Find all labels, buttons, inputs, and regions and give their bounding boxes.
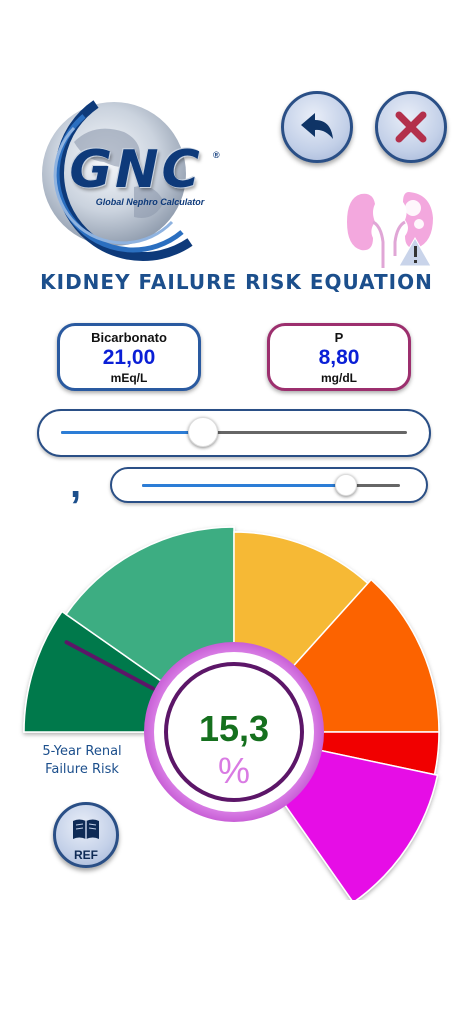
bicarbonato-value-box[interactable]: Bicarbonato 21,00 mEq/L [57,323,201,391]
risk-gauge [23,526,440,900]
gauge-needle [64,640,155,691]
p-label: P [334,330,344,345]
risk-label: 5-Year Renal Failure Risk [27,743,137,779]
decimal-slider-track[interactable] [142,484,400,487]
risk-label-line1: 5-Year Renal [42,744,122,759]
gauge-center-border [164,662,304,802]
page-title: KIDNEY FAILURE RISK EQUATION [40,270,433,294]
close-icon [395,111,427,143]
risk-value: 15,3 [198,708,270,749]
book-icon [73,819,99,839]
ref-label: REF [74,848,98,862]
kidney-warning-icon [343,186,438,270]
decimal-slider-fill [142,484,346,487]
ref-button[interactable]: REF [53,802,119,868]
decimal-slider[interactable] [110,467,428,503]
decimal-separator: , [70,462,82,506]
close-button[interactable] [375,91,447,163]
p-value-box[interactable]: P 8,80 mg/dL [267,323,411,391]
gnc-logo: GNC ® Global Nephro Calculator [14,92,224,268]
logo-tagline: Global Nephro Calculator [95,197,205,207]
p-unit: mg/dL [321,371,357,385]
bicarbonato-value: 21,00 [102,346,156,369]
integer-slider[interactable] [37,409,431,457]
p-value: 8,80 [318,346,360,369]
back-button[interactable] [281,91,353,163]
decimal-slider-thumb[interactable] [334,474,357,496]
logo-wordmark: GNC [69,140,203,200]
back-arrow-icon [301,113,333,139]
bicarbonato-label: Bicarbonato [91,330,167,345]
integer-slider-thumb[interactable] [187,417,218,447]
logo-globe-icon [42,100,193,261]
risk-label-line2: Failure Risk [45,762,119,777]
integer-slider-fill [61,431,203,434]
integer-slider-track[interactable] [61,431,407,434]
risk-unit: % [217,750,250,791]
bicarbonato-unit: mEq/L [110,371,148,385]
logo-registered-mark: ® [213,150,220,160]
